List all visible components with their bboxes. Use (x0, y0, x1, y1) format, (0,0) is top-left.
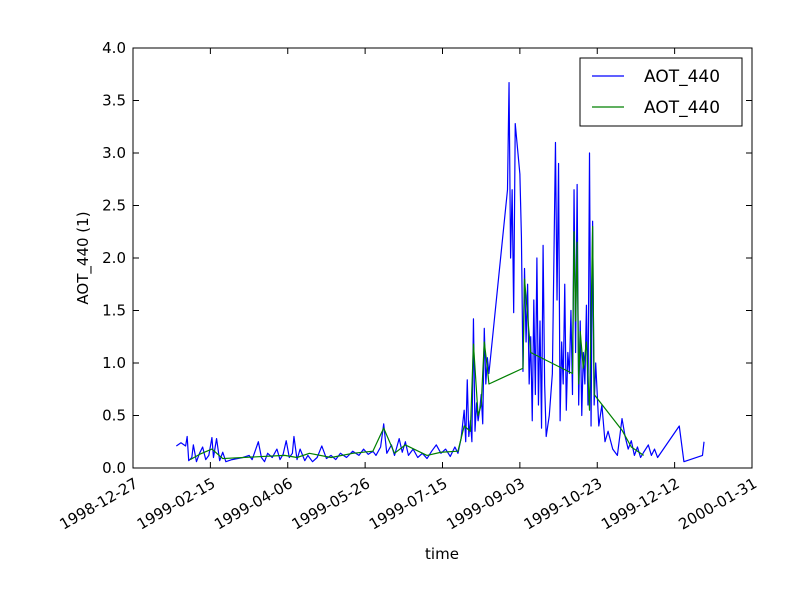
y-tick-label: 2.5 (102, 197, 126, 215)
y-tick-label: 0.5 (102, 407, 126, 425)
series-line-1 (175, 82, 705, 463)
legend-label-1: AOT_440 (644, 67, 720, 87)
x-tick-label: 1999-12-12 (598, 474, 683, 533)
y-tick-label: 3.0 (102, 144, 126, 162)
x-tick-label: 1999-07-15 (366, 474, 451, 533)
y-tick-label: 1.0 (102, 354, 126, 372)
x-tick-label: 1999-09-03 (443, 474, 528, 533)
series-layer (175, 82, 705, 463)
series-line-2 (189, 225, 645, 461)
y-tick-label: 3.5 (102, 92, 126, 110)
x-axis-title: time (425, 545, 459, 563)
x-tick-label: 1999-04-06 (211, 474, 296, 533)
y-tick-label: 2.0 (102, 249, 126, 267)
y-tick-label: 1.5 (102, 302, 126, 320)
y-tick-label: 0.0 (102, 459, 126, 477)
legend-label-2: AOT_440 (644, 98, 720, 118)
x-tick-label: 1999-05-26 (289, 474, 374, 533)
y-axis: 0.0 0.5 1.0 1.5 2.0 2.5 3.0 3.5 4.0 (102, 39, 752, 477)
legend: AOT_440 AOT_440 (579, 57, 743, 127)
y-tick-label: 4.0 (102, 39, 126, 57)
x-tick-label: 1999-02-15 (134, 474, 219, 533)
legend-box (579, 57, 743, 127)
x-tick-label: 1999-10-23 (521, 474, 606, 533)
y-axis-title: AOT_440 (1) (74, 211, 93, 304)
x-tick-label: 2000-01-31 (675, 474, 760, 533)
x-tick-label: 1998-12-27 (56, 474, 141, 533)
